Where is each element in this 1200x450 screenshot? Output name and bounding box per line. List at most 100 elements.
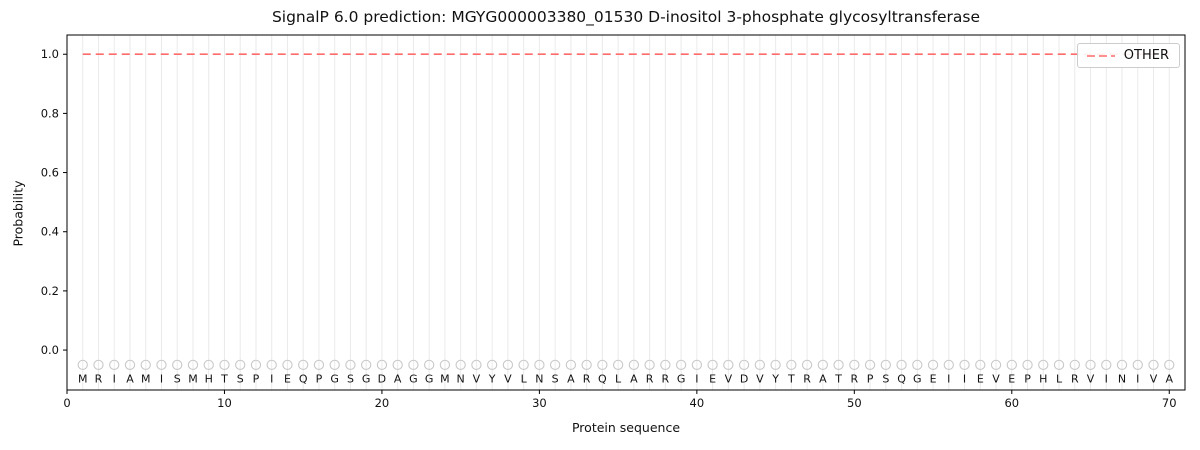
residue-marker <box>235 359 246 371</box>
residue-letter: R <box>662 373 670 386</box>
residue-letter: A <box>126 373 134 386</box>
y-tick-label: 0.0 <box>41 343 59 357</box>
residue-letter: R <box>850 373 858 386</box>
residue-letter: T <box>220 373 228 386</box>
residue-letter: V <box>504 373 512 386</box>
residue-marker <box>266 359 277 371</box>
residue-letter: A <box>630 373 638 386</box>
residue-letter: D <box>378 373 386 386</box>
residue-marker <box>329 359 340 371</box>
residue-letter: I <box>695 373 698 386</box>
residue-letter: S <box>237 373 244 386</box>
residue-marker <box>502 359 514 371</box>
x-tick-label: 60 <box>1004 396 1019 410</box>
residue-letter: V <box>1150 373 1158 386</box>
residue-letter: M <box>141 373 151 386</box>
residue-letter: R <box>1071 373 1079 386</box>
y-tick-label: 0.8 <box>41 106 59 120</box>
residue-marker <box>849 359 860 371</box>
residue-marker <box>203 359 214 371</box>
x-tick-label: 70 <box>1162 396 1177 410</box>
residue-marker <box>392 359 403 371</box>
residue-marker <box>833 359 844 371</box>
residue-letter: M <box>188 373 198 386</box>
residue-marker <box>565 359 577 371</box>
residue-marker <box>880 359 891 371</box>
residue-letter: V <box>725 373 733 386</box>
residue-marker <box>1085 359 1096 371</box>
residue-letter: L <box>1056 373 1063 386</box>
residue-letter: I <box>963 373 966 386</box>
residue-marker <box>1022 359 1033 371</box>
residue-letter: S <box>882 373 889 386</box>
residue-marker <box>723 359 734 371</box>
residue-marker <box>896 359 907 371</box>
residue-letter: G <box>677 373 686 386</box>
residue-marker <box>408 359 419 371</box>
residue-letter: G <box>409 373 418 386</box>
residue-marker <box>376 359 388 371</box>
residue-letter: V <box>1087 373 1095 386</box>
residue-marker <box>534 359 545 371</box>
residue-letter: V <box>756 373 764 386</box>
residue-letter: L <box>521 373 528 386</box>
residue-letter: S <box>552 373 559 386</box>
residue-marker <box>959 359 970 371</box>
residue-letter: P <box>1024 373 1031 386</box>
residue-marker <box>975 359 986 371</box>
residue-marker <box>172 359 183 371</box>
residue-marker <box>675 359 687 371</box>
residue-letter: Q <box>897 373 906 386</box>
legend-dash-icon <box>1086 54 1115 57</box>
residue-letter: A <box>394 373 402 386</box>
residue-marker <box>597 359 608 371</box>
y-tick-label: 0.6 <box>41 166 59 180</box>
residue-marker <box>298 359 309 371</box>
x-tick-label: 0 <box>63 396 70 410</box>
residue-marker <box>1132 359 1143 371</box>
residue-marker <box>250 359 262 371</box>
y-tick-label: 0.2 <box>41 284 59 298</box>
residue-letter: N <box>1118 373 1126 386</box>
axes-spines <box>66 34 1186 391</box>
residue-marker <box>644 359 655 371</box>
residue-marker <box>1116 359 1128 371</box>
residue-marker <box>424 359 435 371</box>
residue-marker <box>738 359 750 371</box>
residue-letter: S <box>174 373 181 386</box>
y-tick-label: 1.0 <box>41 47 59 61</box>
residue-letter: T <box>787 373 795 386</box>
residue-letter: S <box>347 373 354 386</box>
y-axis-label: Probability <box>10 180 26 247</box>
residue-marker <box>361 359 372 371</box>
residue-marker <box>1101 359 1112 371</box>
residue-marker <box>817 359 828 371</box>
residue-letter: H <box>205 373 213 386</box>
residue-letter: I <box>113 373 116 386</box>
y-tick-label: 0.4 <box>41 225 59 239</box>
residue-marker <box>487 359 498 371</box>
residue-letter: I <box>160 373 163 386</box>
residue-marker <box>754 359 765 371</box>
residue-letter: Q <box>598 373 607 386</box>
residue-letter: A <box>567 373 575 386</box>
residue-marker <box>313 359 325 371</box>
residue-letter: R <box>803 373 811 386</box>
residue-letter: A <box>819 373 827 386</box>
residue-letter: V <box>473 373 481 386</box>
residue-marker <box>187 359 199 371</box>
residue-letter: I <box>1105 373 1108 386</box>
residue-marker <box>786 359 797 371</box>
residue-marker <box>1148 359 1159 371</box>
residue-marker <box>660 359 671 371</box>
residue-letter: R <box>646 373 654 386</box>
residue-letter: D <box>740 373 748 386</box>
residue-marker <box>912 359 923 371</box>
residue-marker <box>77 359 88 371</box>
residue-letter: E <box>284 373 291 386</box>
residue-marker <box>801 359 813 371</box>
residue-marker <box>518 359 529 371</box>
x-tick-label: 40 <box>690 396 705 410</box>
residue-letter: R <box>95 373 103 386</box>
